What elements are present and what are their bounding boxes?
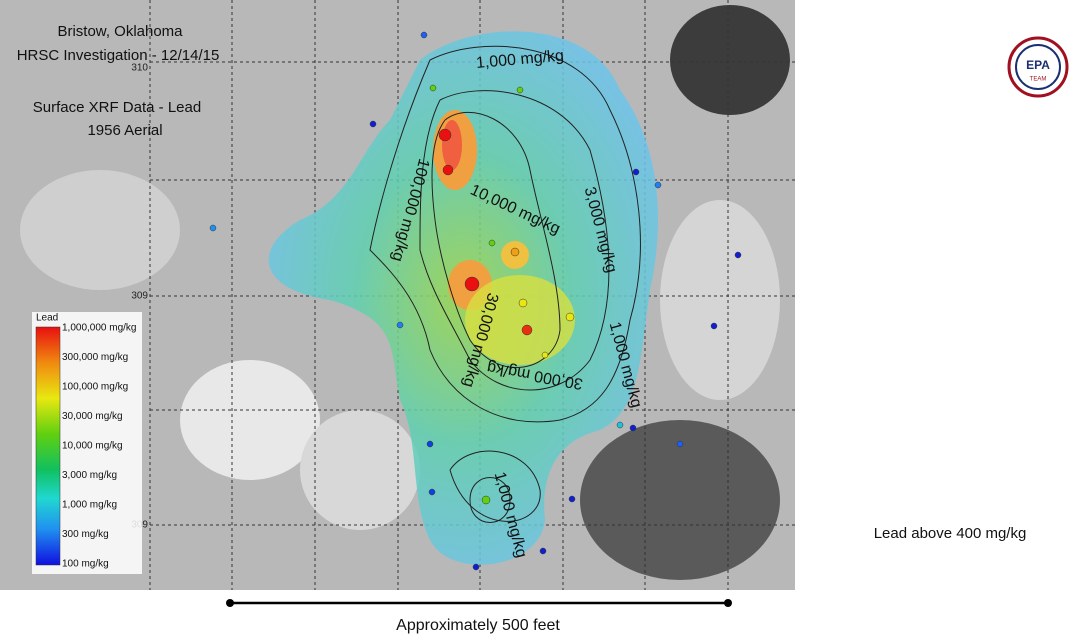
- legend-entry: 1,000,000 mg/kg: [62, 323, 137, 334]
- legend-title: Lead: [36, 313, 58, 324]
- page: {"header": {"location": "Bristow, Oklaho…: [0, 0, 1073, 636]
- grid-label: 310: [131, 63, 148, 74]
- location: Bristow, Oklahoma: [57, 23, 183, 40]
- map-figure: 310 309 309 1,000 mg/kg 10,000 mg/kg 3,0…: [0, 0, 1073, 636]
- legend-entry: 100,000 mg/kg: [62, 382, 128, 393]
- logo-agency: EPA: [1026, 58, 1050, 72]
- logo-team: TEAM: [1030, 77, 1047, 83]
- legend-entry: 1,000 mg/kg: [62, 500, 117, 511]
- legend: Lead 1,000,000 mg/kg 300,000 mg/kg 100,000…: [32, 312, 142, 574]
- scale-label: Approximately 500 feet: [396, 617, 560, 634]
- legend-entry: 300,000 mg/kg: [62, 352, 128, 363]
- basemap: 1956 Aerial: [87, 122, 162, 139]
- legend-entry: 3,000 mg/kg: [62, 470, 117, 481]
- legend-entry: 30,000 mg/kg: [62, 411, 123, 422]
- legend-entry: 100 mg/kg: [62, 559, 109, 570]
- epa-logo: EPA TEAM: [1009, 38, 1067, 96]
- investigation: HRSC Investigation - 12/14/15: [17, 47, 220, 64]
- note: Lead above 400 mg/kg: [874, 525, 1027, 542]
- legend-entry: 300 mg/kg: [62, 529, 109, 540]
- legend-entry: 10,000 mg/kg: [62, 441, 123, 452]
- dataset: Surface XRF Data - Lead: [33, 99, 201, 116]
- scale-bar: Approximately 500 feet: [226, 599, 732, 634]
- grid-label: 309: [131, 291, 148, 302]
